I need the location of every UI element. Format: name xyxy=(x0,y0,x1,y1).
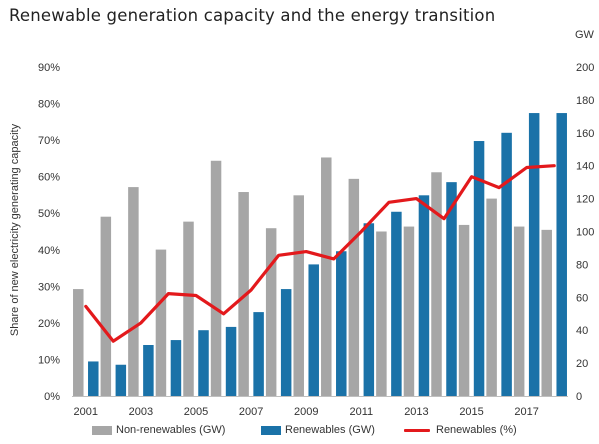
bar-non-renewables xyxy=(458,224,470,396)
bar-renewables xyxy=(115,364,127,396)
right-y-tick-label: 180 xyxy=(576,95,594,107)
bar-renewables xyxy=(225,326,237,396)
bar-non-renewables xyxy=(293,195,304,396)
bar-non-renewables xyxy=(210,160,222,396)
legend-item-renewables-pct: Renewables (%) xyxy=(404,424,517,436)
bar-renewables xyxy=(336,251,347,396)
x-tick-label: 2011 xyxy=(350,406,374,418)
bar-renewables xyxy=(253,312,264,396)
bar-non-renewables xyxy=(541,229,552,396)
chart-title: Renewable generation capacity and the en… xyxy=(9,6,496,25)
x-tick-label: 2013 xyxy=(404,406,428,418)
renewables-pct-line xyxy=(84,164,556,343)
bar-renewables xyxy=(528,113,540,396)
bar-non-renewables xyxy=(100,216,112,396)
x-tick-label: 2015 xyxy=(459,406,483,418)
bar-non-renewables xyxy=(265,228,277,396)
bar-non-renewables xyxy=(155,249,167,396)
bar-renewables xyxy=(198,330,209,396)
right-y-tick-label: 20 xyxy=(576,358,588,370)
bar-non-renewables xyxy=(376,231,387,396)
legend-label-non-renewables: Non-renewables (GW) xyxy=(116,424,226,436)
bar-renewables xyxy=(418,195,430,396)
chart-plot: 0% 10% 20% 30% 40% 50% 60% 70% 80% 90% 0 20 40 60 80 10… xyxy=(38,62,594,418)
bar-non-renewables xyxy=(403,226,415,396)
x-tick-label: 2017 xyxy=(514,406,538,418)
legend-swatch-renewables-pct xyxy=(404,428,430,432)
legend-label-renewables-pct: Renewables (%) xyxy=(436,424,517,436)
left-y-tick-label: 20% xyxy=(38,318,60,330)
bar-renewables xyxy=(143,345,154,396)
bar-renewables xyxy=(280,289,292,396)
x-tick-label: 2009 xyxy=(294,406,318,418)
bar-renewables xyxy=(556,113,567,396)
x-tick-label: 2001 xyxy=(74,406,98,418)
right-y-tick-label: 140 xyxy=(576,161,594,173)
bar-renewables xyxy=(391,211,402,396)
right-y-tick-label: 60 xyxy=(576,292,588,304)
left-y-tick-label: 50% xyxy=(38,208,60,220)
bar-non-renewables xyxy=(238,192,249,396)
left-y-tick-label: 60% xyxy=(38,172,60,184)
legend-item-non-renewables: Non-renewables (GW) xyxy=(92,424,225,436)
bar-non-renewables xyxy=(348,178,360,396)
left-y-tick-label: 70% xyxy=(38,135,60,147)
bar-renewables xyxy=(473,141,485,396)
right-y-tick-label: 40 xyxy=(576,325,588,337)
legend-swatch-renewables xyxy=(261,425,281,435)
left-y-tick-label: 0% xyxy=(44,391,60,403)
bar-renewables xyxy=(308,264,319,396)
right-y-tick-label: 100 xyxy=(576,227,594,239)
bar-renewables xyxy=(363,223,375,396)
bar-non-renewables xyxy=(73,289,84,396)
right-y-tick-label: 80 xyxy=(576,259,588,271)
bar-renewables xyxy=(88,361,99,396)
right-y-tick-label: 0 xyxy=(576,391,582,403)
left-y-tick-label: 90% xyxy=(38,62,60,74)
bar-non-renewables xyxy=(321,157,332,396)
left-y-tick-label: 30% xyxy=(38,281,60,293)
bar-non-renewables xyxy=(183,221,194,396)
bar-renewables xyxy=(446,182,457,396)
x-tick-label: 2005 xyxy=(184,406,208,418)
left-y-tick-label: 10% xyxy=(38,354,60,366)
left-y-tick-label: 40% xyxy=(38,245,60,257)
bar-non-renewables xyxy=(431,172,442,396)
bar-renewables xyxy=(170,340,182,396)
bar-renewables xyxy=(501,132,512,397)
legend-label-renewables: Renewables (GW) xyxy=(285,424,375,436)
right-y-tick-label: 120 xyxy=(576,194,594,206)
bar-non-renewables xyxy=(128,187,139,396)
legend-swatch-non-renewables xyxy=(92,425,112,435)
right-y-tick-label: 160 xyxy=(576,128,594,140)
bar-non-renewables xyxy=(513,226,525,396)
bar-non-renewables xyxy=(486,198,497,396)
right-axis-unit: GW xyxy=(575,29,594,41)
chart-legend: Non-renewables (GW) Renewables (GW) Rene… xyxy=(0,424,599,440)
x-tick-label: 2007 xyxy=(239,406,263,418)
right-y-tick-label: 200 xyxy=(576,62,594,74)
left-y-tick-label: 80% xyxy=(38,99,60,111)
x-tick-label: 2003 xyxy=(129,406,153,418)
legend-item-renewables: Renewables (GW) xyxy=(261,424,375,436)
